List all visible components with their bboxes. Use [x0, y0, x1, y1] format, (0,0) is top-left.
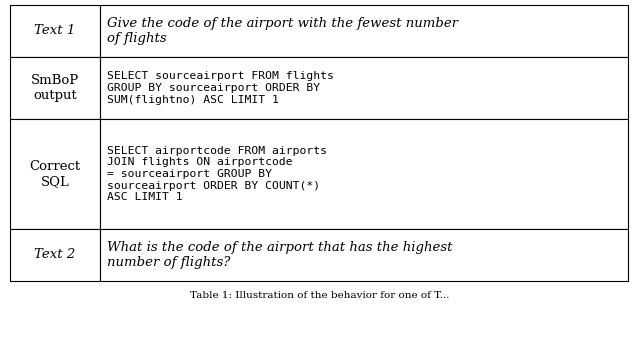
Text: SELECT sourceairport FROM flights
GROUP BY sourceairport ORDER BY
SUM(flightno) : SELECT sourceairport FROM flights GROUP …: [107, 71, 334, 105]
Bar: [100, 57, 628, 119]
Bar: [10, 229, 100, 281]
Bar: [100, 119, 628, 229]
Bar: [10, 119, 100, 229]
Bar: [10, 5, 100, 57]
Bar: [100, 229, 628, 281]
Text: What is the code of the airport that has the highest
number of flights?: What is the code of the airport that has…: [107, 241, 452, 269]
Text: Table 1: Illustration of the behavior for one of T...: Table 1: Illustration of the behavior fo…: [190, 291, 450, 300]
Text: SELECT airportcode FROM airports
JOIN flights ON airportcode
= sourceairport GRO: SELECT airportcode FROM airports JOIN fl…: [107, 146, 327, 202]
Text: Give the code of the airport with the fewest number
of flights: Give the code of the airport with the fe…: [107, 17, 458, 45]
Text: SmBoP
output: SmBoP output: [31, 74, 79, 102]
Bar: [10, 57, 100, 119]
Text: Text 2: Text 2: [35, 248, 76, 261]
Bar: [100, 5, 628, 57]
Text: Correct
SQL: Correct SQL: [29, 160, 81, 188]
Text: Text 1: Text 1: [35, 24, 76, 37]
